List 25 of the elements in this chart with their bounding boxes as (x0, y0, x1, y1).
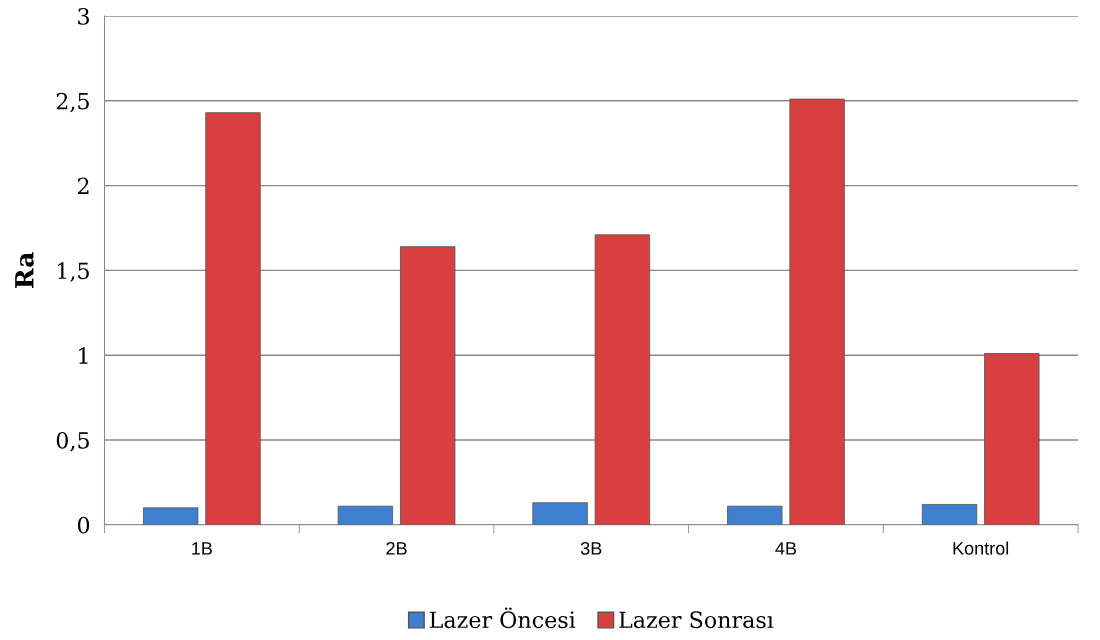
x-tick-label: Kontrol (953, 541, 1009, 555)
y-tick-label: 0,5 (56, 431, 89, 452)
y-tick-label: 0 (77, 516, 90, 534)
y-tick-label: 1,5 (57, 262, 89, 282)
bar (921, 504, 978, 525)
bar (400, 246, 456, 525)
x-tick-label: 4B (775, 542, 797, 555)
y-tick-label: 1 (79, 347, 88, 364)
bar (594, 234, 651, 525)
bar (727, 505, 783, 525)
bar (143, 507, 199, 525)
y-axis-title: Ra (15, 252, 34, 288)
y-tick-label: 2,5 (56, 92, 89, 113)
x-tick-label: 3B (580, 541, 602, 555)
bar (789, 98, 845, 525)
legend-label: Lazer Öncesi (429, 607, 576, 629)
y-tick-label: 2 (77, 177, 89, 195)
x-tick-label: 2B (386, 541, 407, 555)
bar (337, 505, 394, 525)
x-tick-label: 1B (192, 542, 212, 555)
legend-label: Lazer Sonrası (619, 611, 774, 629)
bar (984, 353, 1040, 525)
y-tick-label: 3 (78, 7, 89, 25)
bar (532, 502, 588, 525)
bar (205, 112, 261, 525)
